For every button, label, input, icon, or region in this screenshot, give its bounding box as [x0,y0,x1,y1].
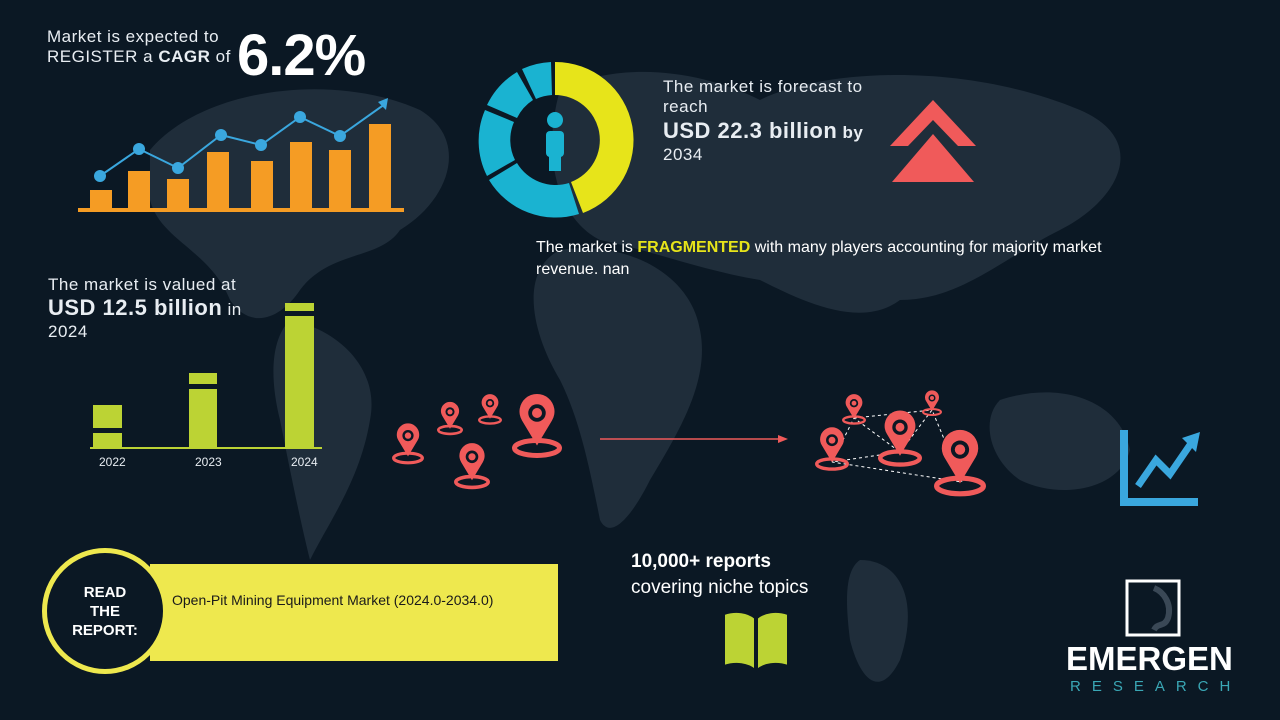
logo-subtext: RESEARCH [1070,678,1242,695]
donut-person-icon [478,61,634,218]
report-title-banner[interactable]: Open-Pit Mining Equipment Market (2024.0… [150,564,558,661]
double-chevron-up-icon [890,100,976,182]
report-title-link[interactable]: Open-Pit Mining Equipment Market (2024.0… [172,592,494,608]
cagr-text: Market is expected to REGISTER a CAGR of [47,27,231,66]
forecast-text: The market is forecast to reach USD 22.3… [663,77,864,164]
logo-mark [1125,579,1181,637]
year-label-2022: 2022 [99,455,126,469]
growth-chart-icon [78,98,404,212]
cagr-value: 6.2% [237,23,366,88]
logo-text: EMERGEN [1066,640,1233,677]
bar-2022 [93,405,122,448]
bar-2024 [285,303,314,448]
year-label-2024: 2024 [291,455,318,469]
reports-text: 10,000+ reports covering niche topics [631,551,809,598]
valued-text: The market is valued at USD 12.5 billion… [48,275,242,341]
trend-up-icon [1120,430,1200,506]
year-label-2023: 2023 [195,455,222,469]
year-bars-chart [90,303,322,449]
read-report-button[interactable]: READ THE REPORT: [42,548,168,674]
open-book-icon [723,610,789,673]
location-pin-icon [392,390,1020,510]
fragmented-text: The market is FRAGMENTED with many playe… [536,239,1102,278]
